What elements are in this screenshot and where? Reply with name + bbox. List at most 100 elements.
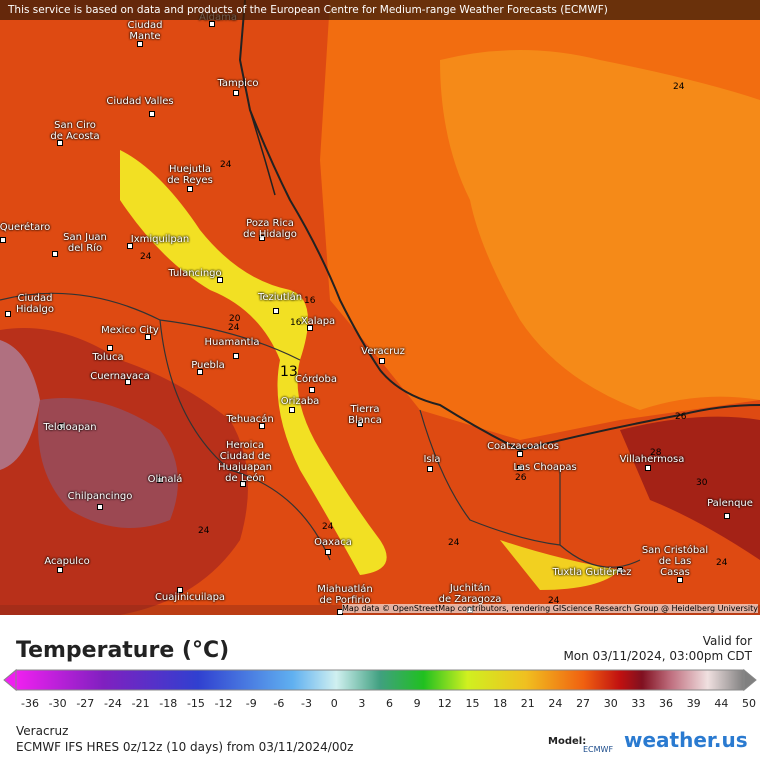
contour-label: 26	[515, 473, 527, 483]
city-label: Miahuatlán de Porfirio	[317, 584, 373, 606]
city-dot	[427, 466, 433, 472]
contour-label: 26	[675, 412, 687, 422]
city-dot	[517, 451, 523, 457]
city-dot	[137, 41, 143, 47]
city-label: Ciudad Mante	[127, 20, 163, 42]
scale-tick-label: 12	[437, 697, 452, 710]
contour-label: 24	[198, 526, 210, 536]
city-label: Teloloapan	[43, 422, 97, 433]
scale-tick-label: 30	[603, 697, 618, 710]
scale-tick-label: 9	[413, 697, 421, 710]
city-label: Chilpancingo	[67, 491, 133, 502]
city-label: Querétaro	[0, 222, 51, 233]
scale-tick-label: 0	[330, 697, 338, 710]
scale-tick-label: -15	[186, 697, 205, 710]
city-label: San Cristóbal de Las Casas	[641, 545, 709, 578]
city-dot	[645, 465, 651, 471]
city-dot	[259, 235, 265, 241]
city-label: Cuernavaca	[90, 371, 150, 382]
city-dot	[127, 243, 133, 249]
city-label: Cuajinicuilapa	[154, 592, 226, 603]
scale-tick-label: -30	[48, 697, 67, 710]
city-label: Tuxtla Gutiérrez	[552, 567, 632, 578]
map	[0, 0, 760, 615]
scale-tick-label: 18	[493, 697, 508, 710]
city-dot	[57, 567, 63, 573]
city-label: Coatzacoalcos	[487, 441, 559, 452]
city-dot	[187, 186, 193, 192]
contour-label: 24	[228, 323, 240, 333]
scale-tick-label: 50	[742, 697, 756, 710]
ecmwf-logo: ECMWF	[583, 745, 614, 754]
city-dot	[97, 504, 103, 510]
contour-label: 24	[548, 596, 560, 606]
city-dot	[240, 481, 246, 487]
city-label: Ciudad Valles	[106, 96, 174, 107]
city-dot	[233, 90, 239, 96]
city-label: Tulancingo	[168, 268, 222, 279]
scale-tick-label: -36	[21, 697, 39, 710]
city-label: Juchitán de Zaragoza	[438, 583, 502, 605]
city-dot	[125, 379, 131, 385]
city-label: Las Choapas	[513, 462, 577, 473]
city-label: Ixmiquilpan	[130, 234, 190, 245]
valid-time: Mon 03/11/2024, 03:00pm CDT	[563, 649, 752, 663]
city-label: Teziutlán	[257, 292, 303, 303]
scale-tick-label: 44	[714, 697, 729, 710]
city-label: Isla	[423, 454, 441, 465]
contour-label: 28	[650, 448, 662, 458]
city-dot	[517, 465, 523, 471]
city-dot	[52, 251, 58, 257]
city-label: Huamantla	[204, 337, 260, 348]
contour-label: 16	[290, 318, 302, 328]
city-label: Orizaba	[280, 396, 320, 407]
scale-tick-label: 6	[386, 697, 393, 710]
scale-tick-label: -21	[131, 697, 150, 710]
city-dot	[289, 407, 295, 413]
scale-tick-label: 24	[548, 697, 563, 710]
scale-tick-label: 3	[358, 697, 366, 710]
city-dot	[57, 140, 63, 146]
city-label: Ciudad Hidalgo	[15, 293, 55, 315]
city-dot	[325, 549, 331, 555]
city-dot	[149, 111, 155, 117]
contour-label: 20	[229, 314, 241, 324]
city-label: Olinalá	[147, 474, 183, 485]
contour-label: 24	[673, 82, 685, 92]
city-label: Xalapa	[300, 316, 336, 327]
city-dot	[617, 567, 623, 573]
contour-label: 13	[280, 364, 298, 380]
contour-label: 24	[322, 522, 334, 532]
model-label: Model:	[548, 736, 587, 747]
model-run: ECMWF IFS HRES 0z/12z (10 days) from 03/…	[16, 740, 354, 754]
city-label: Tampico	[217, 78, 259, 89]
city-label: Puebla	[191, 360, 225, 371]
scale-tick-label: -12	[214, 697, 233, 710]
city-label: Villahermosa	[619, 454, 685, 465]
city-dot	[177, 587, 183, 593]
scale-tick-label: 33	[631, 697, 646, 710]
scale-tick-label: -6	[273, 697, 285, 710]
scale-tick-label: 27	[576, 697, 591, 710]
city-dot	[145, 334, 151, 340]
contour-label: 16	[304, 296, 316, 306]
city-label: Veracruz	[361, 346, 405, 357]
city-label: Acapulco	[44, 556, 90, 567]
city-label: San Ciro de Acosta	[50, 120, 100, 142]
contour-label: 30	[696, 478, 708, 488]
city-dot	[307, 325, 313, 331]
contour-label: 24	[448, 538, 460, 548]
city-dot	[233, 353, 239, 359]
attribution: Map data © OpenStreetMap contributors, r…	[342, 604, 758, 613]
color-scale	[3, 668, 757, 692]
city-label: Tierra Blanca	[348, 404, 382, 426]
city-dot	[357, 421, 363, 427]
city-label: Palenque	[707, 498, 753, 509]
city-dot	[273, 308, 279, 314]
valid-label: Valid for	[702, 634, 752, 648]
city-dot	[107, 345, 113, 351]
city-dot	[379, 358, 385, 364]
city-dot	[157, 477, 163, 483]
city-dot	[209, 21, 215, 27]
